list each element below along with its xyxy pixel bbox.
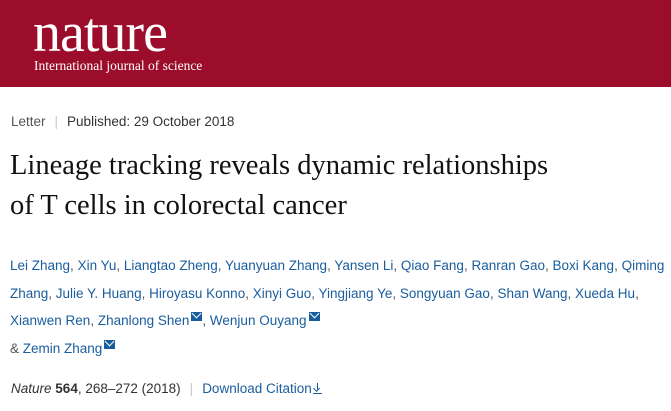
- author-separator: ,: [48, 285, 56, 301]
- author-separator: ,: [635, 285, 639, 301]
- citation-pages: , 268–272 (2018): [77, 381, 181, 396]
- author-separator: ,: [202, 313, 210, 328]
- download-citation-label: Download Citation: [202, 381, 312, 396]
- article-title-line-2: of T cells in colorectal cancer: [10, 190, 347, 221]
- author-separator: ,: [245, 285, 253, 301]
- author-separator: ,: [327, 258, 335, 273]
- author-link[interactable]: Yuanyuan Zhang: [224, 258, 328, 273]
- download-arrow-icon: [312, 383, 322, 394]
- author-link[interactable]: Xianwen Ren: [10, 313, 91, 328]
- download-citation-link[interactable]: Download Citation: [202, 381, 322, 396]
- author-link[interactable]: Xin Yu: [77, 258, 117, 273]
- author-list: Lei Zhang, Xin Yu, Liangtao Zheng, Yuany…: [10, 252, 665, 362]
- author-link[interactable]: Hiroyasu Konno: [149, 285, 246, 301]
- nature-logo[interactable]: nature: [33, 2, 168, 64]
- author-link[interactable]: Zhanlong Shen: [97, 313, 190, 328]
- author-separator: ,: [141, 285, 150, 301]
- author-separator: ,: [70, 258, 78, 273]
- article-meta: Letter | Published: 29 October 2018: [11, 113, 234, 131]
- author-link[interactable]: Julie Y. Huang: [55, 285, 142, 301]
- author-separator: ,: [393, 258, 401, 273]
- author-link[interactable]: Boxi Kang: [552, 258, 615, 273]
- citation-line: Nature 564, 268–272 (2018) | Download Cita…: [11, 380, 322, 398]
- article-title-line-1: Lineage tracking reveals dynamic relatio…: [10, 150, 549, 181]
- author-separator: ,: [614, 258, 622, 273]
- author-link[interactable]: Xueda Hu: [575, 285, 636, 301]
- author-separator: ,: [217, 258, 225, 273]
- envelope-icon[interactable]: [191, 312, 203, 321]
- author-link[interactable]: Ranran Gao: [471, 258, 545, 273]
- author-separator: ,: [116, 258, 124, 273]
- author-link[interactable]: Lei Zhang: [10, 258, 71, 273]
- masthead: nature International journal of science: [0, 0, 671, 87]
- author-link[interactable]: Qiao Fang: [400, 258, 464, 273]
- author-link[interactable]: Yansen Li: [334, 258, 394, 273]
- article-title: Lineage tracking reveals dynamic relatio…: [10, 146, 660, 226]
- author-link[interactable]: Qiming Zhang: [10, 258, 665, 301]
- author-separator: ,: [489, 285, 498, 301]
- citation-volume: 564: [55, 381, 78, 396]
- author-link[interactable]: Xinyi Guo: [252, 285, 312, 301]
- envelope-icon[interactable]: [104, 339, 116, 349]
- author-separator: ,: [567, 285, 576, 301]
- envelope-icon[interactable]: [308, 312, 320, 321]
- author-separator: ,: [311, 285, 319, 301]
- author-separator: ,: [463, 258, 472, 273]
- author-separator: ,: [545, 258, 553, 273]
- author-link[interactable]: Zemin Zhang: [22, 340, 103, 356]
- citation-journal: Nature: [11, 381, 52, 396]
- author-link[interactable]: Shan Wang: [497, 285, 568, 301]
- author-link[interactable]: Songyuan Gao: [399, 285, 490, 301]
- masthead-tagline: International journal of science: [34, 58, 203, 73]
- article-type: Letter: [11, 114, 46, 129]
- author-separator: ,: [392, 285, 400, 301]
- meta-separator: |: [54, 114, 59, 129]
- author-link[interactable]: Liangtao Zheng: [123, 258, 218, 273]
- citation-separator: |: [189, 381, 194, 396]
- author-ampersand: &: [10, 340, 20, 356]
- author-separator: ,: [90, 313, 98, 328]
- published-date: Published: 29 October 2018: [67, 114, 235, 129]
- author-link[interactable]: Wenjun Ouyang: [209, 313, 307, 328]
- author-link[interactable]: Yingjiang Ye: [318, 285, 393, 301]
